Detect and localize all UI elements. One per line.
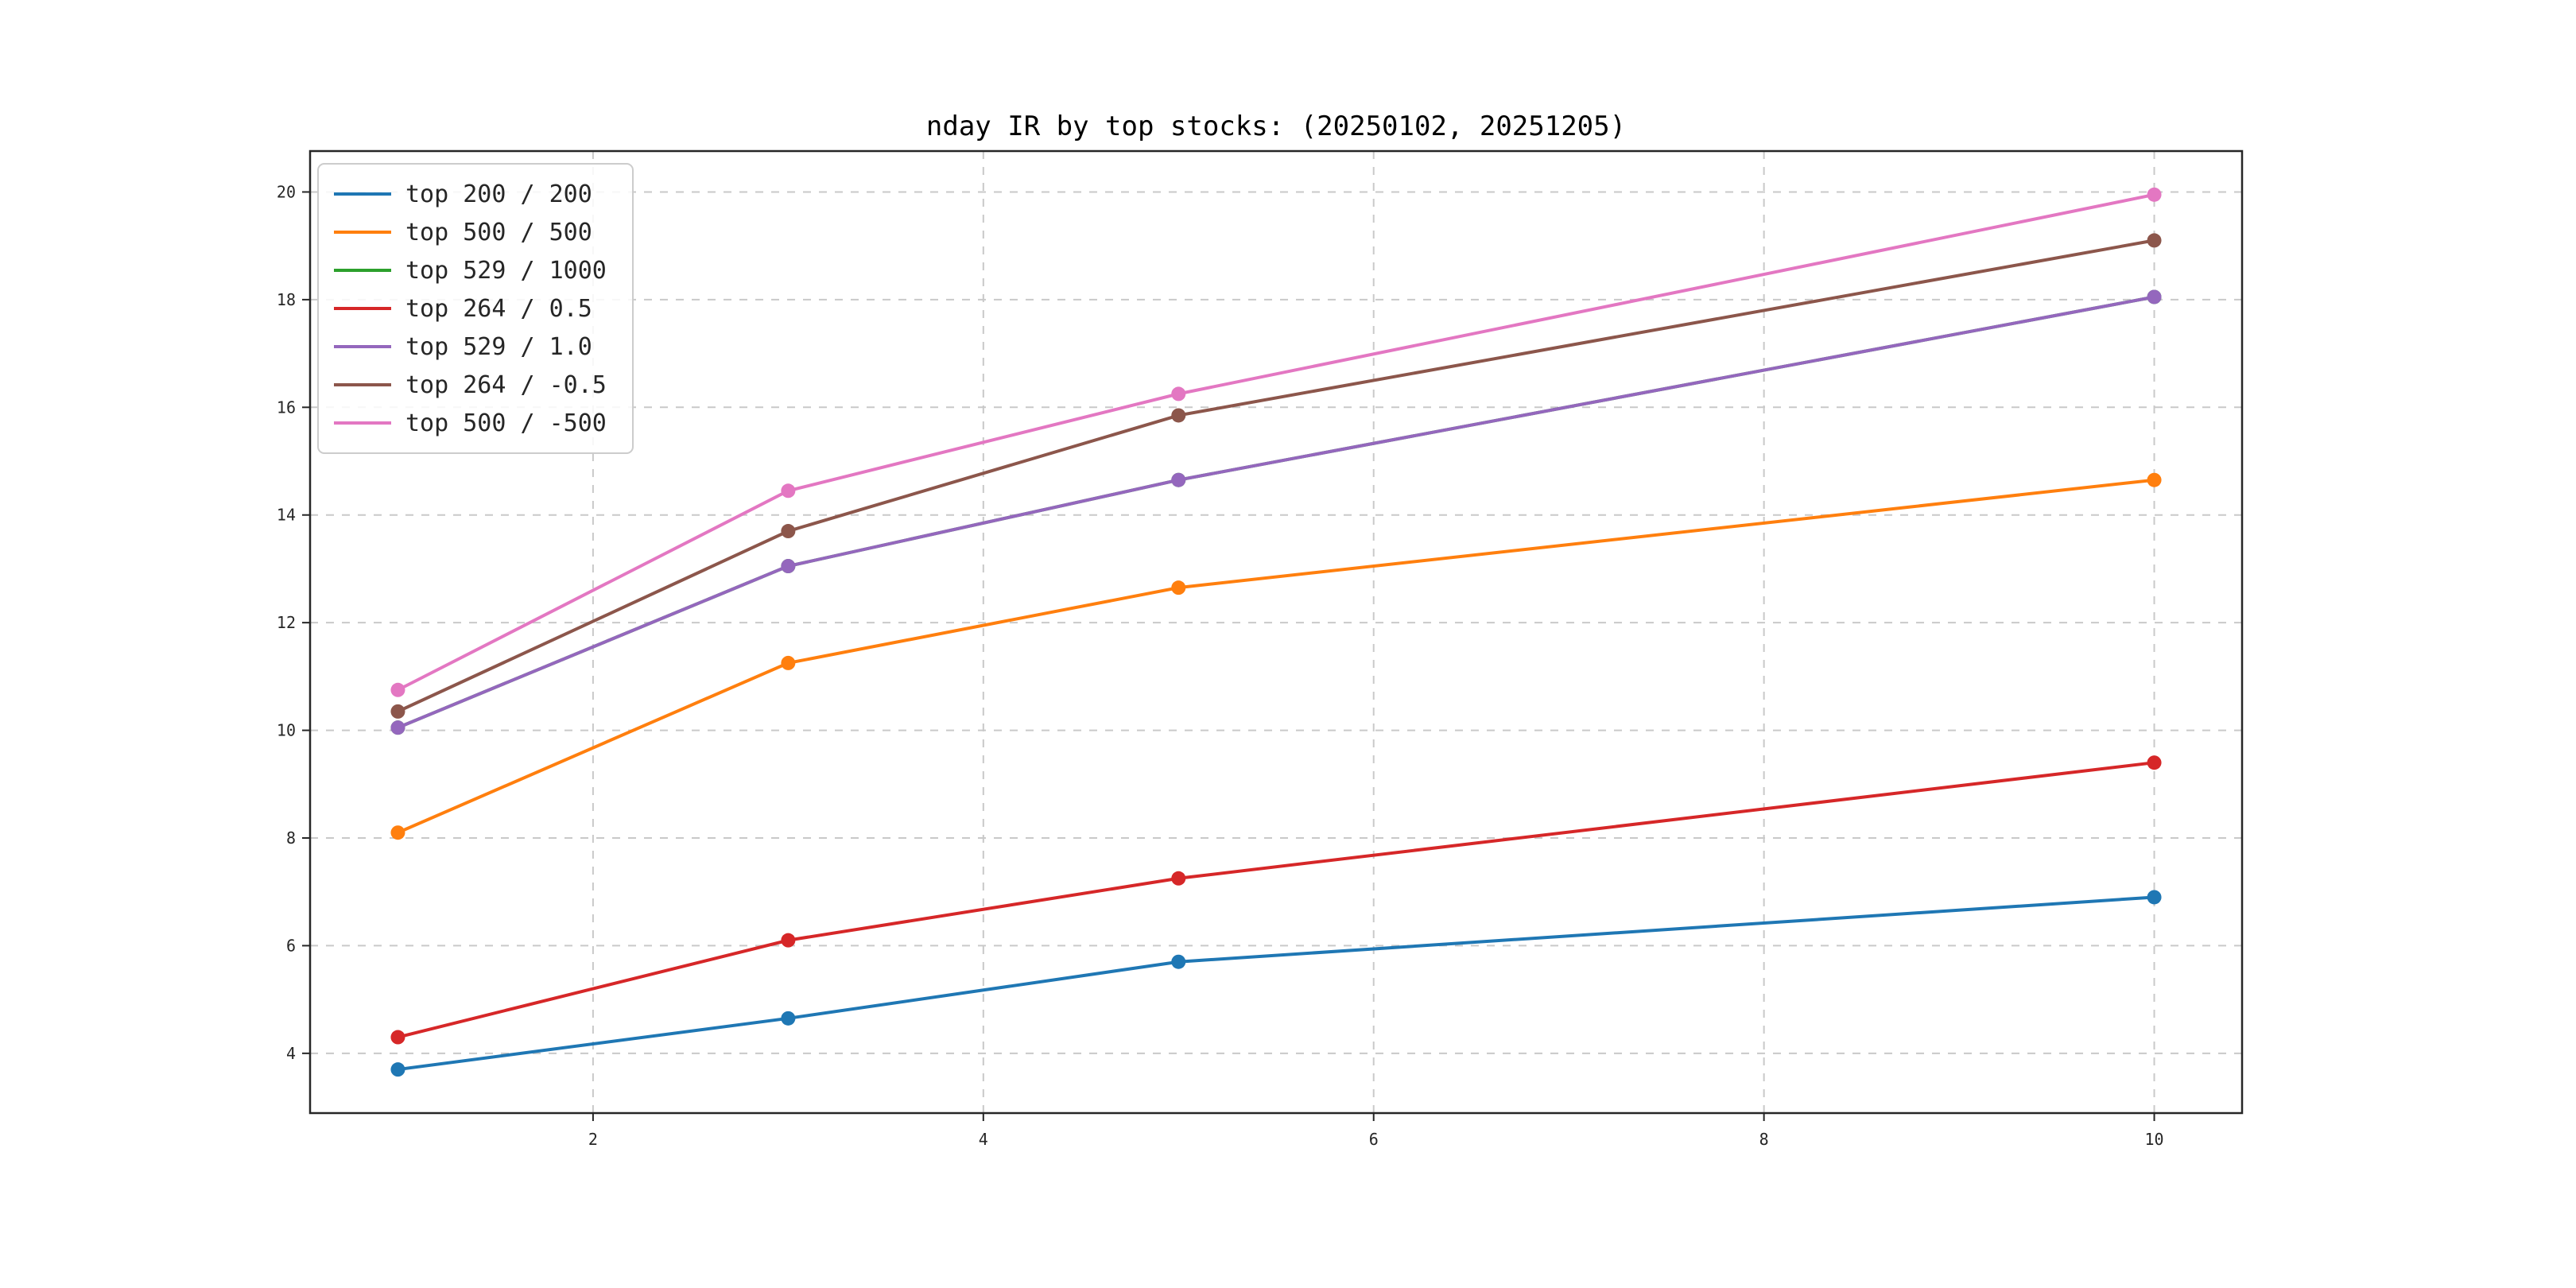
y-tick-label: 10 [277, 721, 296, 740]
x-tick-label: 6 [1369, 1130, 1379, 1149]
series-line [397, 478, 2155, 835]
series-line [397, 192, 2155, 692]
series-line [397, 761, 2155, 1039]
data-point-marker [2147, 890, 2162, 905]
y-tick-label: 14 [277, 506, 296, 525]
data-point-marker [2147, 187, 2162, 202]
x-tick-label: 8 [1759, 1130, 1769, 1149]
legend-label: top 529 / 1.0 [405, 333, 592, 361]
data-point-marker [1171, 472, 1186, 487]
data-point-marker [390, 1030, 405, 1045]
data-point-marker [781, 559, 796, 574]
series-top-264-0-5 [390, 233, 2162, 719]
data-point-marker [1171, 386, 1186, 402]
legend-box [317, 163, 634, 454]
data-point-marker [781, 655, 796, 670]
data-point-marker [1171, 954, 1186, 969]
data-point-marker [390, 682, 405, 697]
series-top-500-500 [390, 187, 2162, 697]
plot-frame [308, 149, 2244, 1115]
data-point-marker [781, 1011, 796, 1026]
series-line [398, 895, 2155, 1072]
chart-layers: 2 4 6 8 10 4 6 8 10 12 14 16 18 20 top 200 / 200 top 50… [277, 149, 2244, 1149]
data-point-marker [2147, 755, 2162, 770]
series-line [397, 295, 2155, 730]
legend-label: top 200 / 200 [405, 180, 592, 208]
data-point-marker [781, 524, 796, 539]
y-tick-label: 20 [277, 182, 296, 201]
x-tick-label: 10 [2144, 1130, 2163, 1149]
series-top-500-500 [390, 472, 2162, 840]
axis-ticks: 2 4 6 8 10 4 6 8 10 12 14 16 18 20 [277, 182, 2164, 1149]
data-point-marker [781, 933, 796, 948]
data-point-marker [390, 1062, 405, 1077]
legend-label: top 264 / -0.5 [405, 371, 607, 399]
data-point-marker [2147, 472, 2162, 487]
data-point-marker [390, 704, 405, 719]
data-point-marker [390, 720, 405, 735]
series-line [397, 239, 2155, 713]
y-tick-label: 12 [277, 613, 296, 632]
legend-label: top 264 / 0.5 [405, 295, 592, 323]
series-top-200-200 [390, 890, 2162, 1077]
legend-label: top 500 / 500 [405, 219, 592, 246]
data-point-marker [781, 483, 796, 499]
chart-title: nday IR by top stocks: (20250102, 202512… [926, 111, 1626, 142]
y-tick-label: 4 [286, 1044, 296, 1063]
series-line [397, 295, 2155, 730]
legend: top 200 / 200 top 500 / 500 top 529 / 1000… [317, 163, 634, 454]
series-top-264-0-5 [390, 755, 2162, 1045]
y-tick-label: 8 [286, 828, 296, 848]
legend-label: top 500 / -500 [405, 409, 607, 437]
y-tick-label: 16 [277, 398, 296, 417]
y-tick-label: 6 [286, 936, 296, 955]
series-top-529-1-0 [390, 289, 2162, 735]
data-point-marker [1171, 408, 1186, 423]
data-point-marker [390, 825, 405, 840]
data-point-marker [2147, 233, 2162, 248]
series-top-529-1000 [390, 289, 2162, 735]
data-point-marker [1171, 580, 1186, 596]
y-tick-label: 18 [277, 290, 296, 309]
legend-label: top 529 / 1000 [405, 257, 607, 285]
x-tick-label: 4 [979, 1130, 988, 1149]
data-point-marker [1171, 871, 1186, 886]
x-tick-label: 2 [588, 1130, 598, 1149]
data-point-marker [2147, 289, 2162, 305]
